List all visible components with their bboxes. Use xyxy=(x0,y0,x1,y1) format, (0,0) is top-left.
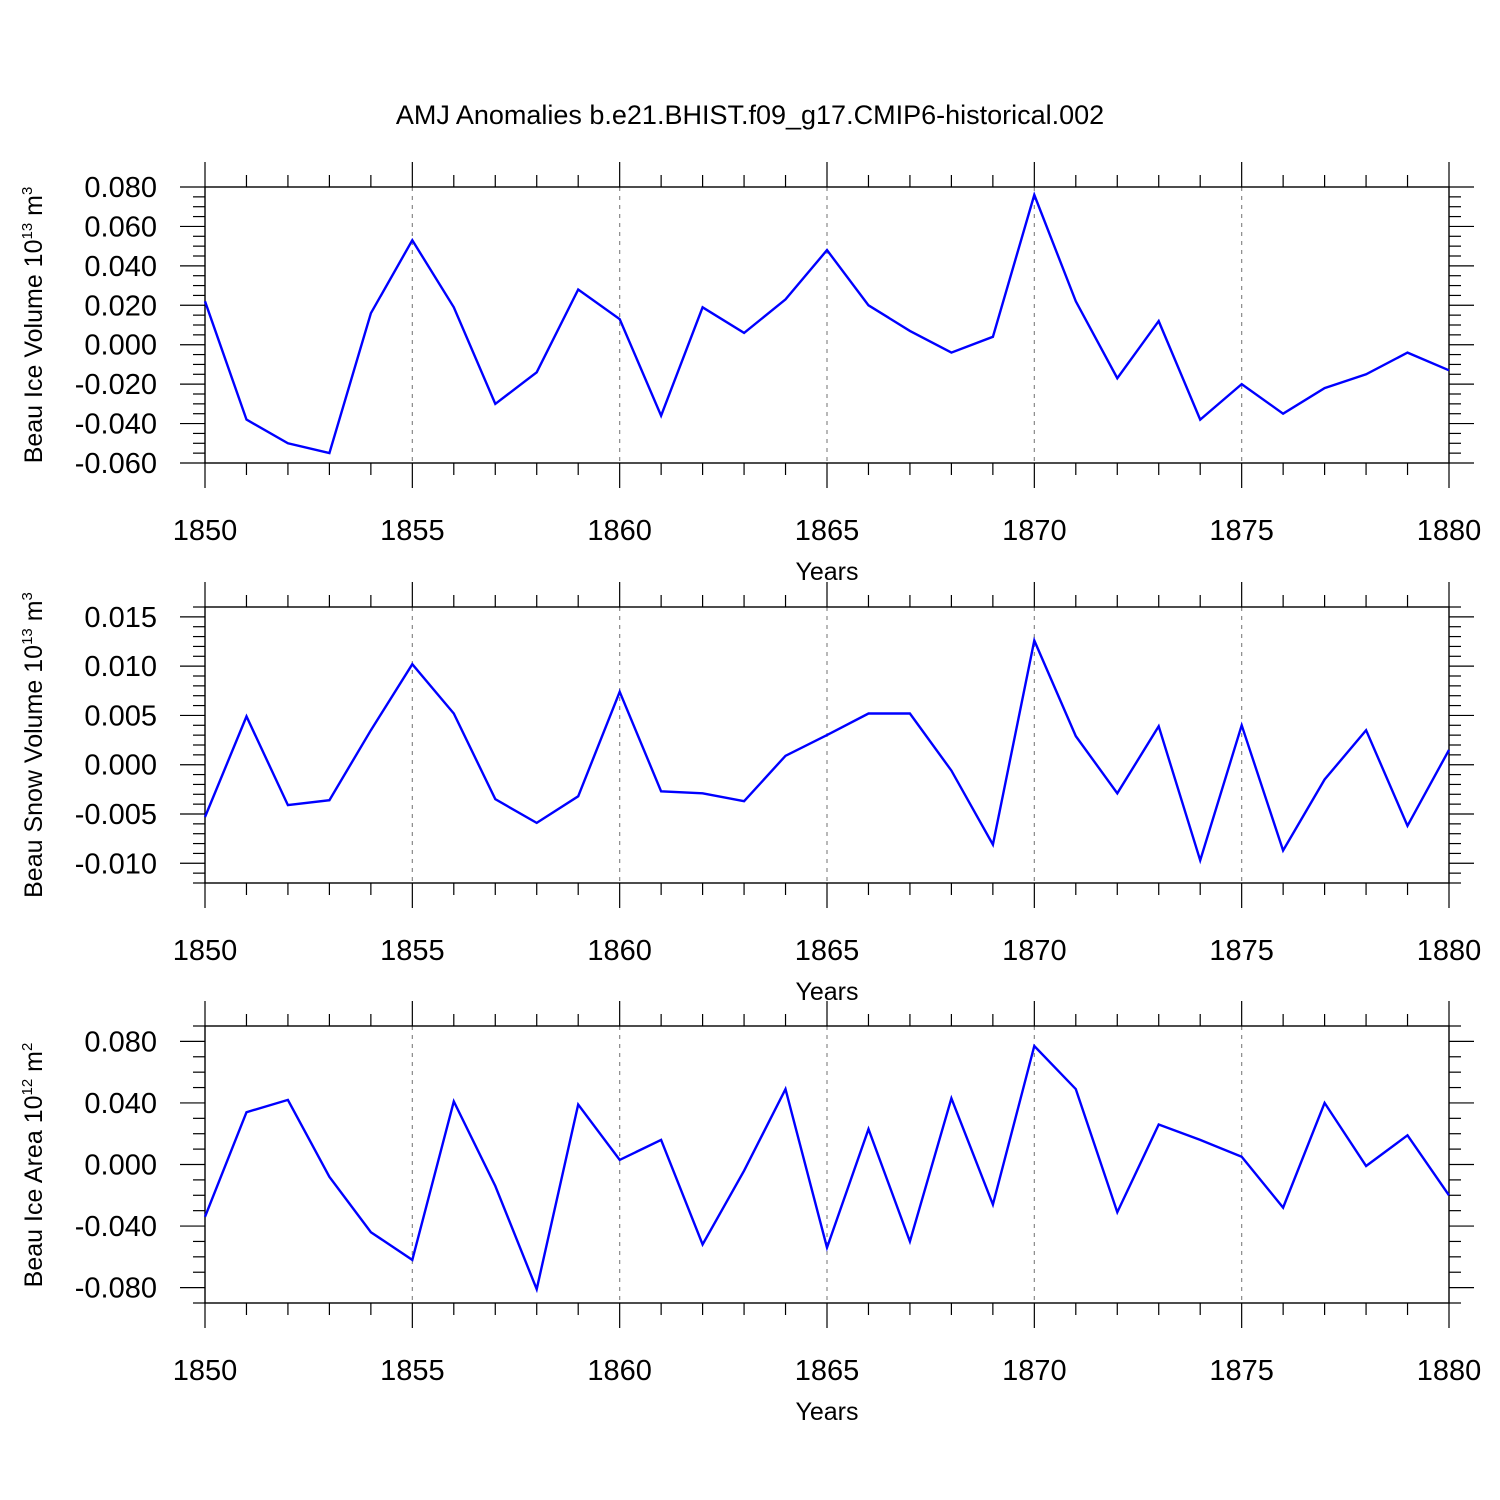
y-tick-label: -0.040 xyxy=(75,409,157,441)
x-axis-label-ice-volume: Years xyxy=(795,558,858,586)
x-tick-label: 1850 xyxy=(173,935,238,967)
x-tick-label: 1880 xyxy=(1417,515,1482,547)
plot-frame xyxy=(204,186,1450,464)
y-tick-label: 0.010 xyxy=(84,651,157,683)
x-tick-label: 1875 xyxy=(1209,935,1274,967)
y-tick-label: 0.060 xyxy=(84,211,157,243)
x-tick-label: 1860 xyxy=(587,515,652,547)
y-tick-label: -0.080 xyxy=(75,1273,157,1305)
y-tick-label: 0.080 xyxy=(84,172,157,204)
y-label-exponent: 13 xyxy=(19,223,36,240)
x-tick-label: 1860 xyxy=(587,1355,652,1387)
y-tick-label: 0.000 xyxy=(84,330,157,362)
x-tick-label: 1865 xyxy=(795,935,860,967)
data-line xyxy=(203,1043,1450,1294)
y-tick-label: 0.000 xyxy=(84,750,157,782)
y-axis-label-ice-area: Beau Ice Area 1012 m2 xyxy=(19,1043,48,1288)
panel-ice-area: Beau Ice Area 1012 m2 Years 0.080 0.040 0.… xyxy=(19,1001,1481,1426)
y-tick-label: 0.080 xyxy=(84,1026,157,1058)
x-tick-label: 1880 xyxy=(1417,1355,1482,1387)
x-tick-label: 1870 xyxy=(1002,935,1067,967)
y-label-exponent: 12 xyxy=(19,1079,36,1096)
x-tick-label: 1860 xyxy=(587,935,652,967)
y-tick-label: 0.040 xyxy=(84,1088,157,1120)
y-tick-label: 0.040 xyxy=(84,251,157,283)
x-tick-label: 1870 xyxy=(1002,515,1067,547)
panel-ice-volume: Beau Ice Volume 1013 m3 Years 0.080 0.060… xyxy=(19,162,1481,586)
plot-frame xyxy=(204,1025,1450,1304)
y-label-main: Beau Ice Volume 10 xyxy=(20,240,48,464)
y-tick-label: 0.000 xyxy=(84,1150,157,1182)
y-tick-label: 0.015 xyxy=(84,602,157,634)
y-tick-label: -0.010 xyxy=(75,848,157,880)
x-tick-label: 1880 xyxy=(1417,935,1482,967)
y-label-exponent: 13 xyxy=(19,628,36,645)
y-tick-label: -0.060 xyxy=(75,448,157,480)
figure-title: AMJ Anomalies b.e21.BHIST.f09_g17.CMIP6-… xyxy=(396,100,1104,130)
y-label-unit-exponent: 2 xyxy=(19,1043,36,1051)
y-label-unit: m xyxy=(20,600,48,628)
x-tick-label: 1875 xyxy=(1209,515,1274,547)
y-tick-label: -0.040 xyxy=(75,1211,157,1243)
plot-frame xyxy=(204,606,1450,884)
x-tick-label: 1850 xyxy=(173,1355,238,1387)
x-tick-label: 1865 xyxy=(795,1355,860,1387)
y-axis-label-ice-volume: Beau Ice Volume 1013 m3 xyxy=(19,187,48,464)
x-tick-label: 1870 xyxy=(1002,1355,1067,1387)
data-line xyxy=(203,191,1450,455)
x-axis-label-ice-area: Years xyxy=(795,1398,858,1426)
y-tick-label: 0.020 xyxy=(84,290,157,322)
x-tick-label: 1855 xyxy=(380,515,445,547)
x-tick-label: 1855 xyxy=(380,935,445,967)
y-label-main: Beau Ice Area 10 xyxy=(20,1096,48,1288)
y-label-unit-exponent: 3 xyxy=(19,592,36,600)
y-label-unit-exponent: 3 xyxy=(19,187,36,195)
y-label-unit: m xyxy=(20,1051,48,1079)
y-tick-label: -0.020 xyxy=(75,369,157,401)
panel-snow-volume: Beau Snow Volume 1013 m3 Years 0.0150.01… xyxy=(19,582,1481,1006)
data-line xyxy=(203,636,1451,865)
y-label-unit: m xyxy=(20,195,48,223)
y-tick-label: 0.005 xyxy=(84,700,157,732)
x-tick-label: 1850 xyxy=(173,515,238,547)
y-axis-label-snow-volume: Beau Snow Volume 1013 m3 xyxy=(19,592,48,898)
x-tick-label: 1875 xyxy=(1209,1355,1274,1387)
x-tick-label: 1865 xyxy=(795,515,860,547)
x-tick-label: 1855 xyxy=(380,1355,445,1387)
y-label-main: Beau Snow Volume 10 xyxy=(20,645,48,898)
y-tick-label: -0.005 xyxy=(75,799,157,831)
